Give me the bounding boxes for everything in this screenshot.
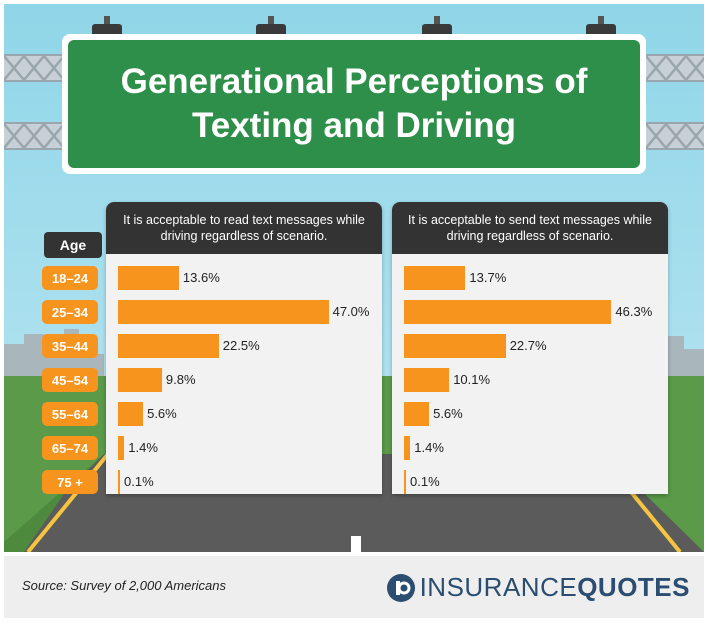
bar-value-label: 10.1% xyxy=(453,372,491,387)
bar-value-label: 47.0% xyxy=(332,304,370,319)
logo-text: INSURANCEQUOTES xyxy=(420,572,690,603)
insurancequotes-logo[interactable]: INSURANCEQUOTES xyxy=(386,572,690,603)
logo-text-quotes: QUOTES xyxy=(577,572,690,602)
bar xyxy=(404,368,450,392)
bar xyxy=(404,334,506,358)
age-label: 25–34 xyxy=(42,300,98,324)
bar-value-label: 9.8% xyxy=(165,372,196,387)
logo-icon xyxy=(386,573,415,602)
page-title: Generational Perceptions of Texting and … xyxy=(120,62,588,145)
bar xyxy=(118,334,219,358)
age-label: 55–64 xyxy=(42,402,98,426)
read-texts-bars: 13.6% 47.0% 22.5% 9.8% 5.6% 1.4% 0.1% xyxy=(106,254,382,494)
bar xyxy=(404,266,466,290)
bar xyxy=(404,436,411,460)
bar xyxy=(404,402,430,426)
bar-value-label: 22.5% xyxy=(222,338,260,353)
source-note: Source: Survey of 2,000 Americans xyxy=(22,578,227,593)
age-label: 75 + xyxy=(42,470,98,494)
age-header: Age xyxy=(44,232,102,258)
footer: Source: Survey of 2,000 Americans INSURA… xyxy=(4,556,704,618)
right-truss-top xyxy=(646,54,704,82)
age-label: 45–54 xyxy=(42,368,98,392)
send-texts-title: It is acceptable to send text messages w… xyxy=(392,202,668,254)
left-truss-bottom xyxy=(4,122,64,150)
right-truss-bottom xyxy=(646,122,704,150)
bar-value-label: 46.3% xyxy=(615,304,653,319)
age-label: 35–44 xyxy=(42,334,98,358)
bar xyxy=(118,300,329,324)
bar-value-label: 1.4% xyxy=(128,440,158,455)
bar-value-label: 5.6% xyxy=(147,406,177,421)
logo-text-insurance: INSURANCE xyxy=(419,572,578,602)
read-texts-panel: It is acceptable to read text messages w… xyxy=(106,202,382,494)
bar xyxy=(404,300,612,324)
bar xyxy=(404,470,406,494)
read-texts-title: It is acceptable to read text messages w… xyxy=(106,202,382,254)
bar-value-label: 0.1% xyxy=(410,474,440,489)
send-texts-bars: 13.7% 46.3% 22.7% 10.1% 5.6% 1.4% 0.1% xyxy=(392,254,668,494)
bar xyxy=(118,402,144,426)
bar-value-label: 5.6% xyxy=(433,406,463,421)
bar xyxy=(118,266,179,290)
bar-value-label: 13.7% xyxy=(469,270,507,285)
background-scene: Generational Perceptions of Texting and … xyxy=(4,4,704,552)
age-label: 65–74 xyxy=(42,436,98,460)
left-truss-top xyxy=(4,54,64,82)
bar-value-label: 22.7% xyxy=(509,338,547,353)
bar-value-label: 1.4% xyxy=(414,440,444,455)
bar-value-label: 0.1% xyxy=(124,474,154,489)
bar xyxy=(118,436,125,460)
bar-value-label: 13.6% xyxy=(182,270,220,285)
bar xyxy=(118,368,162,392)
send-texts-panel: It is acceptable to send text messages w… xyxy=(392,202,668,494)
age-label: 18–24 xyxy=(42,266,98,290)
highway-sign: Generational Perceptions of Texting and … xyxy=(68,40,640,168)
bar xyxy=(118,470,120,494)
